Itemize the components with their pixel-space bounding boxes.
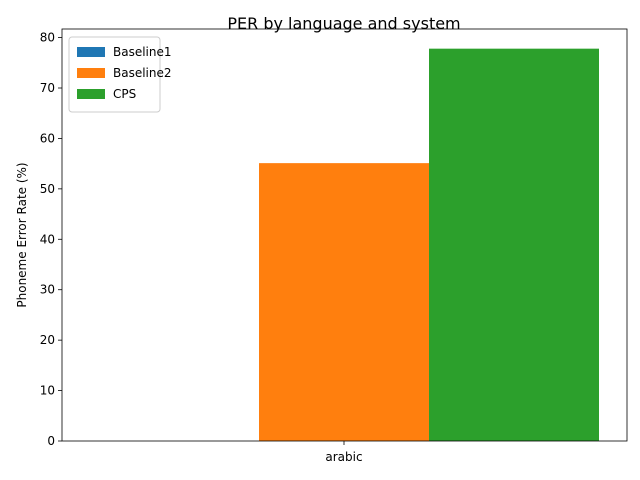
y-tick-label: 0 xyxy=(47,434,55,448)
legend-swatch-baseline1 xyxy=(77,47,105,57)
x-axis-ticks: arabic xyxy=(325,441,363,464)
chart-title: PER by language and system xyxy=(227,14,460,33)
plot-frame xyxy=(61,28,628,442)
y-tick-label: 70 xyxy=(40,81,55,95)
x-tick-label: arabic xyxy=(325,450,362,464)
bar-cps xyxy=(429,48,599,441)
legend-label-baseline1: Baseline1 xyxy=(113,45,172,59)
y-tick-label: 20 xyxy=(40,333,55,347)
legend-swatch-baseline2 xyxy=(77,68,105,78)
y-axis-ticks: 0 10 20 30 40 50 60 70 80 xyxy=(40,31,62,448)
y-axis-label: Phoneme Error Rate (%) xyxy=(15,162,29,307)
legend-label-baseline2: Baseline2 xyxy=(113,66,172,80)
bar-baseline2 xyxy=(259,163,429,442)
legend: Baseline1 Baseline2 CPS xyxy=(68,36,172,113)
y-tick-label: 40 xyxy=(40,232,55,246)
y-tick-label: 50 xyxy=(40,182,55,196)
legend-swatch-cps xyxy=(77,89,105,99)
y-tick-label: 60 xyxy=(40,131,55,145)
bars-group xyxy=(259,48,599,442)
y-tick-label: 30 xyxy=(40,283,55,297)
legend-label-cps: CPS xyxy=(113,87,136,101)
y-tick-label: 80 xyxy=(40,31,55,45)
y-tick-label: 10 xyxy=(40,384,55,398)
